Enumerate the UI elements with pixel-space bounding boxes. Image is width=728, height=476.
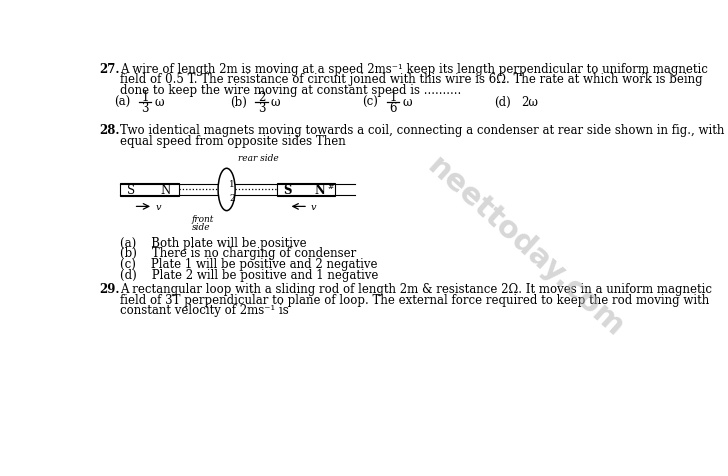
Text: A rectangular loop with a sliding rod of length 2m & resistance 2Ω. It moves in : A rectangular loop with a sliding rod of… (120, 282, 713, 295)
Text: 28.: 28. (99, 124, 119, 137)
Text: 1: 1 (141, 90, 149, 104)
Text: ω: ω (403, 96, 412, 109)
Bar (120, 183, 178, 197)
Text: (c)    Plate 1 will be positive and 2 negative: (c) Plate 1 will be positive and 2 negat… (120, 258, 378, 271)
Text: 2: 2 (258, 90, 265, 104)
Text: N: N (314, 184, 325, 197)
Text: equal speed from opposite sides Then: equal speed from opposite sides Then (120, 135, 347, 148)
Text: Two identical magnets moving towards a coil, connecting a condenser at rear side: Two identical magnets moving towards a c… (120, 124, 725, 137)
Text: A wire of length 2m is moving at a speed 2ms⁻¹ keep its length perpendicular to : A wire of length 2m is moving at a speed… (120, 62, 708, 76)
Text: (b): (b) (231, 96, 248, 109)
Ellipse shape (218, 169, 235, 211)
Text: #: # (328, 183, 333, 191)
Text: (b)    There is no charging of condenser: (b) There is no charging of condenser (120, 247, 357, 260)
Text: front: front (191, 215, 214, 224)
Text: v: v (156, 202, 162, 211)
Text: (a)    Both plate will be positive: (a) Both plate will be positive (120, 236, 307, 249)
Text: constant velocity of 2ms⁻¹ is: constant velocity of 2ms⁻¹ is (120, 304, 289, 317)
Text: done to keep the wire moving at constant speed is ..........: done to keep the wire moving at constant… (120, 84, 462, 97)
Text: (d): (d) (494, 96, 511, 109)
Text: S: S (127, 184, 135, 197)
Text: 1: 1 (229, 179, 234, 188)
Text: N: N (160, 184, 170, 197)
Text: (a): (a) (114, 96, 130, 109)
Text: side: side (191, 222, 210, 231)
Text: 6: 6 (389, 101, 397, 114)
Text: v: v (311, 202, 317, 211)
Text: 3: 3 (141, 101, 149, 114)
Text: 27.: 27. (99, 62, 119, 76)
Text: (d)    Plate 2 will be positive and 1 negative: (d) Plate 2 will be positive and 1 negat… (120, 268, 379, 281)
Text: field of 3T perpendicular to plane of loop. The external force required to keep : field of 3T perpendicular to plane of lo… (120, 293, 710, 306)
Text: neettoday.com: neettoday.com (421, 151, 629, 342)
Text: ω: ω (154, 96, 165, 109)
Text: ω: ω (271, 96, 280, 109)
Text: 2ω: 2ω (521, 96, 538, 109)
Text: S: S (284, 184, 292, 197)
Text: 29.: 29. (99, 282, 119, 295)
Text: rear side: rear side (238, 154, 279, 163)
Text: field of 0.5 T. The resistance of circuit joined with this wire is 6Ω. The rate : field of 0.5 T. The resistance of circui… (120, 73, 703, 86)
Text: (c): (c) (363, 96, 378, 109)
Text: 3: 3 (258, 101, 265, 114)
Bar (277, 183, 335, 197)
Text: 2: 2 (229, 193, 234, 202)
Text: 1: 1 (389, 90, 397, 104)
